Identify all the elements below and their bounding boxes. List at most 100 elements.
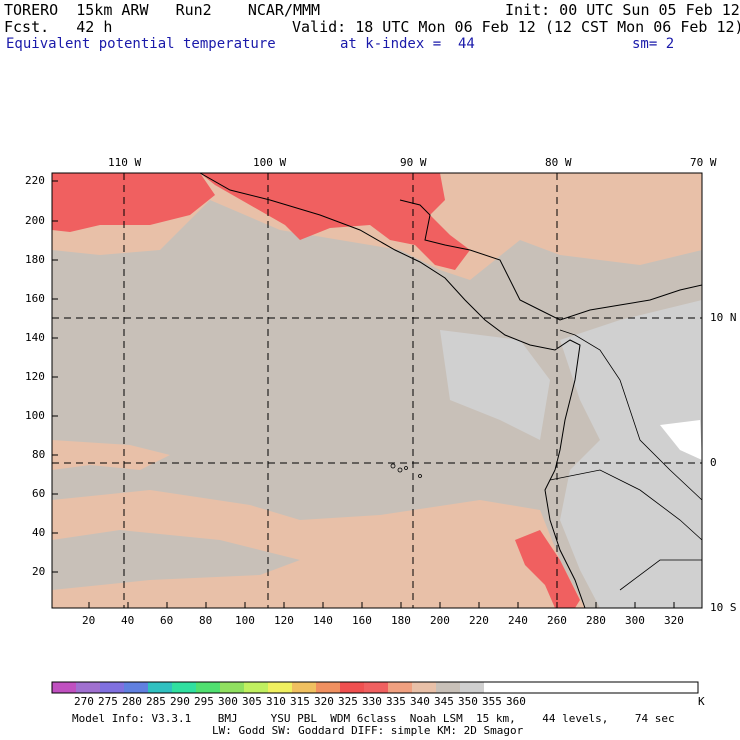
colorbar-label: 310 [266,695,286,708]
colorbar-swatch [268,682,292,693]
x-tick-label: 220 [469,614,489,627]
colorbar-label: 315 [290,695,310,708]
lon-label-70w: 70 W [690,156,717,169]
galapagos-island [418,474,422,478]
colorbar-label: 350 [458,695,478,708]
forecast-hour: Fcst. 42 h [4,18,113,36]
y-tick-label: 20 [32,565,46,578]
colorbar-swatch [508,682,698,693]
latlon-grid [52,173,702,608]
x-tick-label: 300 [625,614,645,627]
smoothing-info: sm= 2 [632,36,675,52]
lon-label-100w: 100 W [253,156,287,169]
colorbar-swatch [52,682,76,693]
colorbar-label: 285 [146,695,166,708]
colorbar-swatch [316,682,340,693]
colorbar-label: 325 [338,695,358,708]
colorbar-swatch [172,682,196,693]
border-peru [549,469,702,541]
x-tick-label: 160 [352,614,372,627]
x-tick-label: 240 [508,614,528,627]
colorbar-swatch [244,682,268,693]
galapagos-island [390,463,396,469]
map-frame [51,172,703,609]
x-tick-label: 80 [199,614,213,627]
lon-label-90w: 90 W [400,156,427,169]
colorbar-label: 290 [170,695,190,708]
colorbar-label: 305 [242,695,262,708]
colorbar-label: 295 [194,695,214,708]
cool-region-south-america [560,300,702,608]
field-name: Equivalent potential temperature [6,36,276,52]
x-tick-label: 280 [586,614,606,627]
y-tick-label: 40 [32,526,46,539]
x-tick-label: 140 [313,614,333,627]
colorbar-label: 330 [362,695,382,708]
y-tick-label: 100 [25,409,45,422]
colorbar-swatch [484,682,508,693]
axis-ticks [52,180,675,608]
y-tick-label: 120 [25,370,45,383]
lon-label-80w: 80 W [545,156,572,169]
x-tick-label: 100 [235,614,255,627]
colorbar-label: 275 [98,695,118,708]
cool-region-panama-bight [440,330,550,440]
x-tick-label: 40 [121,614,135,627]
x-tick-label: 180 [391,614,411,627]
colorbar-swatch [292,682,316,693]
y-tick-label: 160 [25,292,45,305]
border-colombia [559,329,702,501]
border-brazil [619,559,702,591]
colorbar-label: 345 [434,695,454,708]
colorbar-swatch [364,682,388,693]
colorbar-unit: K [698,695,705,708]
init-time: Init: 00 UTC Sun 05 Feb 12 [505,1,740,19]
y-tick-label: 180 [25,253,45,266]
lat-label-10n: 10 N [710,311,737,324]
y-tick-label: 200 [25,214,45,227]
model-info-line1: Model Info: V3.3.1 BMJ YSU PBL WDM 6clas… [72,712,675,725]
colorbar-label: 335 [386,695,406,708]
level-info: at k-index = 44 [340,36,475,52]
lat-label-10s: 10 S [710,601,737,614]
y-tick-label: 80 [32,448,46,461]
colorbar [51,681,699,694]
colorbar-swatch [100,682,124,693]
colorbar-swatch [436,682,460,693]
lat-label-equator: 0 [710,456,717,469]
colorbar-label: 280 [122,695,142,708]
white-patch-amazon [660,420,702,460]
x-tick-label: 260 [547,614,567,627]
colorbar-swatch [412,682,436,693]
colorbar-swatch [340,682,364,693]
colorbar-label: 340 [410,695,430,708]
x-tick-label: 200 [430,614,450,627]
colorbar-swatch [388,682,412,693]
colorbar-frame [51,681,699,694]
y-tick-label: 140 [25,331,45,344]
coastline-caribbean [399,199,702,321]
colorbar-swatch [196,682,220,693]
model-info-line2: LW: Godd SW: Goddard DIFF: simple KM: 2D… [212,724,524,737]
colorbar-swatch [124,682,148,693]
colorbar-label: 320 [314,695,334,708]
x-tick-label: 60 [160,614,174,627]
y-tick-label: 220 [25,174,45,187]
colorbar-swatch [460,682,484,693]
colorbar-swatch [148,682,172,693]
x-tick-label: 20 [82,614,96,627]
y-tick-label: 60 [32,487,46,500]
theta-e-field [52,173,702,608]
warm-core-northwest [52,173,215,232]
warm-core-peru-coast [515,530,580,608]
colorbar-label: 355 [482,695,502,708]
valid-time: Valid: 18 UTC Mon 06 Feb 12 (12 CST Mon … [292,18,740,36]
x-tick-label: 120 [274,614,294,627]
lon-label-110w: 110 W [108,156,142,169]
warm-strip-tropical-south [52,490,585,608]
galapagos-island [404,466,408,470]
colorbar-label: 270 [74,695,94,708]
colorbar-swatch [220,682,244,693]
colorbar-swatch [76,682,100,693]
